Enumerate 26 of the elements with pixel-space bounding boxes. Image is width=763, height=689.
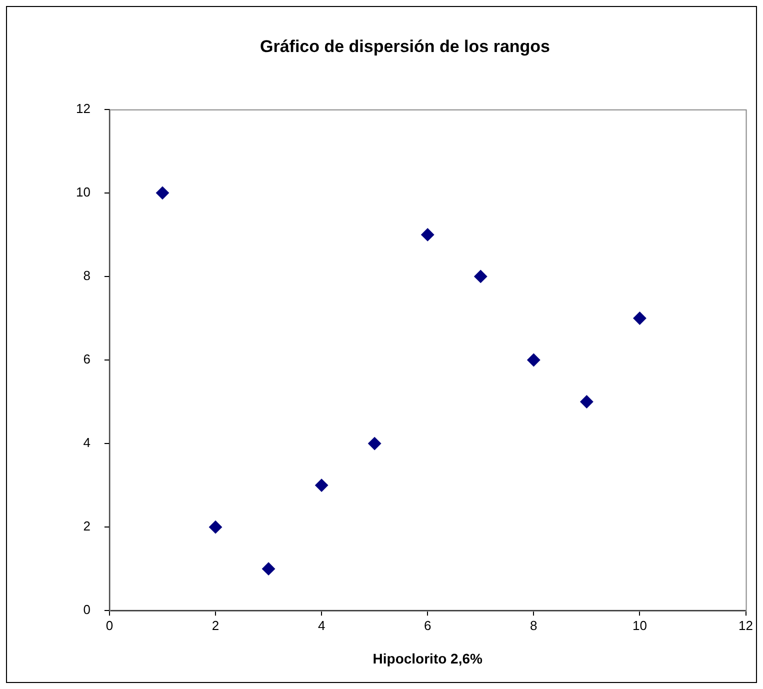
y-tick-label: 0 — [83, 602, 90, 618]
point — [580, 395, 594, 408]
point — [527, 354, 540, 366]
y-tick-label: 10 — [76, 184, 90, 200]
x-tick-label: 10 — [632, 618, 647, 633]
point — [209, 520, 222, 534]
x-tick-label: 8 — [530, 618, 538, 633]
y-tick-label: 4 — [83, 435, 90, 450]
y-tick-label: 2 — [83, 518, 90, 534]
point — [262, 562, 276, 576]
y-tick-label: 6 — [83, 352, 90, 367]
point — [368, 437, 382, 450]
x-tick-label: 0 — [106, 618, 114, 633]
x-tick-label: 2 — [212, 618, 220, 633]
y-tick-label: 8 — [83, 268, 90, 284]
point — [156, 186, 169, 200]
chart-title: Gráfico de dispersión de los rangos — [260, 36, 550, 56]
point — [474, 270, 488, 283]
x-axis-title: Hipoclorito 2,6% — [372, 650, 484, 666]
x-tick-label: 12 — [738, 618, 754, 633]
point — [633, 312, 646, 325]
x-tick-label: 6 — [424, 618, 432, 633]
point — [421, 228, 434, 242]
point — [315, 478, 328, 492]
y-tick-label: 12 — [76, 100, 90, 116]
x-tick-label: 4 — [318, 618, 326, 633]
